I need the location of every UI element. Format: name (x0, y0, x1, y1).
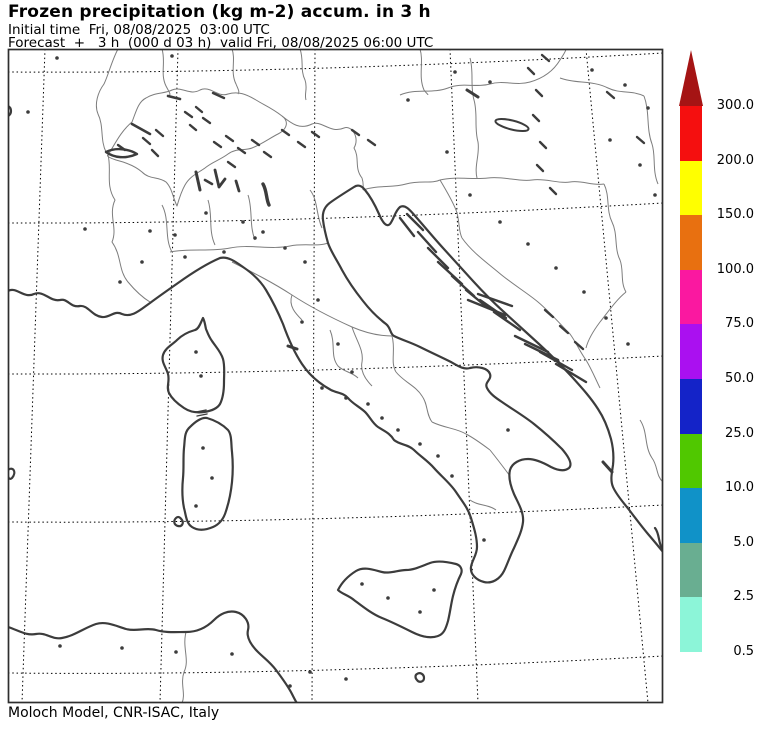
forecast-valid-line: Forecast + 3 h (000 d 03 h) valid Fri, 0… (8, 34, 434, 51)
colorbar-segment (680, 433, 702, 489)
colorbar-overflow-arrow (679, 50, 703, 106)
colorbar-segment (680, 269, 702, 325)
colorbar-tick-label: 5.0 (733, 534, 754, 550)
colorbar-segment (680, 160, 702, 216)
colorbar-tick-label: 100.0 (716, 261, 754, 277)
colorbar-segment (680, 106, 702, 161)
map-coastlines (8, 94, 663, 703)
colorbar-tick-label: 0.5 (733, 644, 754, 659)
colorbar-segment (680, 378, 702, 434)
colorbar-tick-label: 50.0 (725, 371, 754, 386)
model-credit: Moloch Model, CNR-ISAC, Italy (8, 705, 220, 721)
colorbar-tick-label: 300.0 (716, 98, 754, 113)
initial-time-line: Initial time Fri, 08/08/2025 03:00 UTC (8, 21, 270, 38)
colorbar-tick-label: 10.0 (725, 480, 754, 496)
colorbar-segments (680, 106, 702, 652)
colorbar-segment (680, 597, 702, 652)
map-graticule (8, 49, 663, 703)
page-title: Frozen precipitation (kg m-2) accum. in … (8, 2, 431, 22)
map-city-dots (26, 54, 657, 688)
colorbar-tick-label: 25.0 (725, 425, 754, 441)
colorbar-segment (680, 488, 702, 543)
map-terrain-marks (116, 53, 646, 351)
map-frame (7, 48, 664, 704)
colorbar-tick-label: 75.0 (725, 316, 754, 332)
colorbar-segment (680, 215, 702, 270)
colorbar-tick-label: 200.0 (716, 152, 754, 168)
colorbar-tick-label: 150.0 (716, 207, 754, 223)
colorbar-tick-label: 2.5 (733, 589, 754, 605)
colorbar-segment (680, 324, 702, 379)
colorbar-segment (680, 542, 702, 598)
